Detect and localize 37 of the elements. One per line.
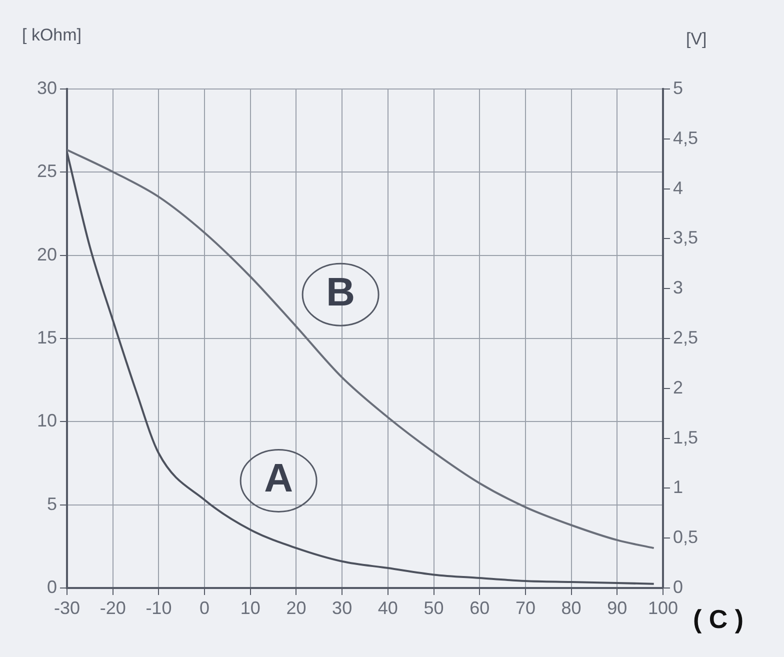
y-tick-label: 0 bbox=[46, 576, 57, 597]
y2-tick-label: 0,5 bbox=[673, 527, 698, 548]
y2-tick-label: 3 bbox=[673, 278, 684, 298]
y-tick-label: 15 bbox=[36, 327, 57, 348]
y-axis-title: [ kOhm] bbox=[22, 26, 82, 45]
x-tick-label: -30 bbox=[54, 598, 80, 618]
y2-axis-title: [V] bbox=[686, 30, 707, 49]
x-tick-label: 30 bbox=[332, 598, 352, 618]
y2-tick-label: 1,5 bbox=[673, 427, 698, 448]
x-tick-label: 0 bbox=[200, 598, 210, 618]
x-axis-title: ( C ) bbox=[693, 604, 744, 634]
series-label: B bbox=[326, 270, 356, 315]
y2-tick-label: 5 bbox=[673, 78, 684, 98]
y-tick-label: 5 bbox=[46, 494, 57, 514]
y2-tick-label: 0 bbox=[673, 576, 684, 597]
x-tick-label: 20 bbox=[286, 598, 306, 618]
x-tick-label: 80 bbox=[561, 598, 582, 618]
x-tick-label: 100 bbox=[648, 598, 678, 618]
x-tick-label: 90 bbox=[607, 598, 628, 618]
y-tick-label: 25 bbox=[36, 161, 57, 182]
y2-tick-label: 2 bbox=[673, 377, 684, 398]
series-label: A bbox=[264, 456, 294, 501]
y2-tick-label: 4,5 bbox=[673, 128, 698, 148]
x-tick-label: 70 bbox=[515, 598, 536, 618]
x-tick-label: 60 bbox=[470, 598, 490, 618]
y2-tick-label: 3,5 bbox=[673, 228, 698, 248]
x-tick-label: 10 bbox=[240, 598, 260, 618]
y-tick-label: 10 bbox=[36, 410, 57, 431]
x-tick-label: 50 bbox=[424, 598, 444, 618]
x-tick-label: 40 bbox=[378, 598, 398, 618]
x-tick-label: -10 bbox=[146, 598, 172, 618]
y-tick-label: 20 bbox=[36, 244, 57, 264]
x-tick-label: -20 bbox=[100, 598, 126, 618]
y-tick-label: 30 bbox=[36, 78, 57, 98]
y2-tick-label: 1 bbox=[673, 477, 684, 498]
y2-tick-label: 2,5 bbox=[673, 327, 698, 348]
y2-tick-label: 4 bbox=[673, 178, 684, 198]
